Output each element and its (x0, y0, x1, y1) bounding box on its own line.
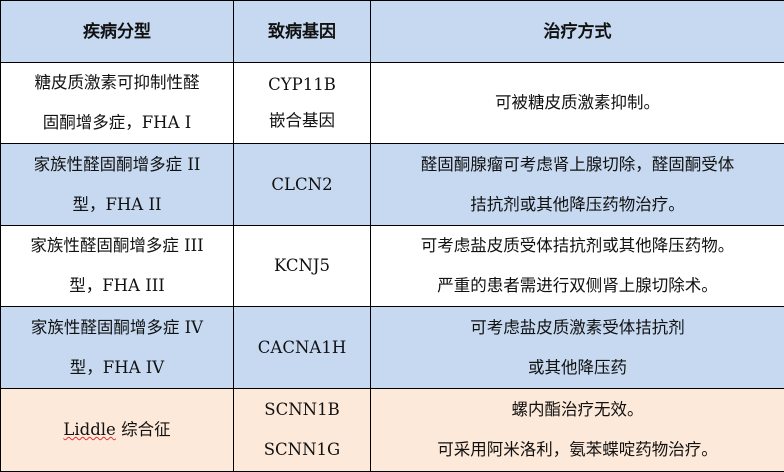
treatment-cell: 可考虑盐皮质受体拮抗剂或其他降压药物。严重的患者需进行双侧肾上腺切除术。 (371, 226, 784, 307)
text-line: 家族性醛固酮增多症 III (5, 226, 229, 266)
text-line: 或其他降压药 (375, 348, 780, 388)
text-line: 型，FHA II (5, 185, 229, 225)
text-line: 型，FHA III (5, 266, 229, 306)
text-line: 可考虑盐皮质激素受体拮抗剂 (375, 308, 780, 348)
text-line: 家族性醛固酮增多症 IV (5, 308, 229, 348)
text-line: 型，FHA IV (5, 348, 229, 388)
text-line: 固酮增多症，FHA I (5, 103, 229, 143)
text-word: 综合征 (121, 420, 171, 439)
text-line: KCNJ5 (238, 246, 366, 286)
text-line: SCNN1B (238, 390, 366, 430)
header-gene: 致病基因 (234, 1, 371, 63)
text-line: CACNA1H (238, 328, 366, 368)
header-treatment: 治疗方式 (371, 1, 784, 63)
text-line: 拮抗剂或其他降压药物治疗。 (375, 185, 780, 225)
text-line: 醛固酮腺瘤可考虑肾上腺切除，醛固酮受体 (375, 145, 780, 185)
text-line: CLCN2 (238, 165, 366, 205)
header-disease-type: 疾病分型 (1, 1, 234, 63)
text-word: Liddle (63, 420, 115, 439)
text-line: SCNN1G (238, 430, 366, 470)
text-line: 糖皮质激素可抑制性醛 (5, 63, 229, 103)
treatment-cell: 可考虑盐皮质激素受体拮抗剂或其他降压药 (371, 307, 784, 389)
gene-cell: KCNJ5 (234, 226, 371, 307)
text-line: 可考虑盐皮质受体拮抗剂或其他降压药物。 (375, 226, 780, 266)
text-line: 可被糖皮质激素抑制。 (375, 83, 780, 123)
text-line: CYP11B (238, 67, 366, 103)
text-line: 严重的患者需进行双侧肾上腺切除术。 (375, 266, 780, 306)
disease-type-cell: Liddle 综合征 (1, 389, 234, 472)
treatment-cell: 螺内酯治疗无效。可采用阿米洛利，氨苯蝶啶药物治疗。 (371, 389, 784, 472)
text-line: 嵌合基因 (238, 103, 366, 139)
text-line: 可采用阿米洛利，氨苯蝶啶药物治疗。 (375, 430, 780, 470)
text-line: 螺内酯治疗无效。 (375, 390, 780, 430)
treatment-cell: 醛固酮腺瘤可考虑肾上腺切除，醛固酮受体拮抗剂或其他降压药物治疗。 (371, 144, 784, 226)
gene-cell: CLCN2 (234, 144, 371, 226)
header-row: 疾病分型 致病基因 治疗方式 (1, 1, 784, 63)
treatment-cell: 可被糖皮质激素抑制。 (371, 63, 784, 144)
text-line: 家族性醛固酮增多症 II (5, 145, 229, 185)
disease-type-cell: 糖皮质激素可抑制性醛固酮增多症，FHA I (1, 63, 234, 144)
gene-cell: CACNA1H (234, 307, 371, 389)
